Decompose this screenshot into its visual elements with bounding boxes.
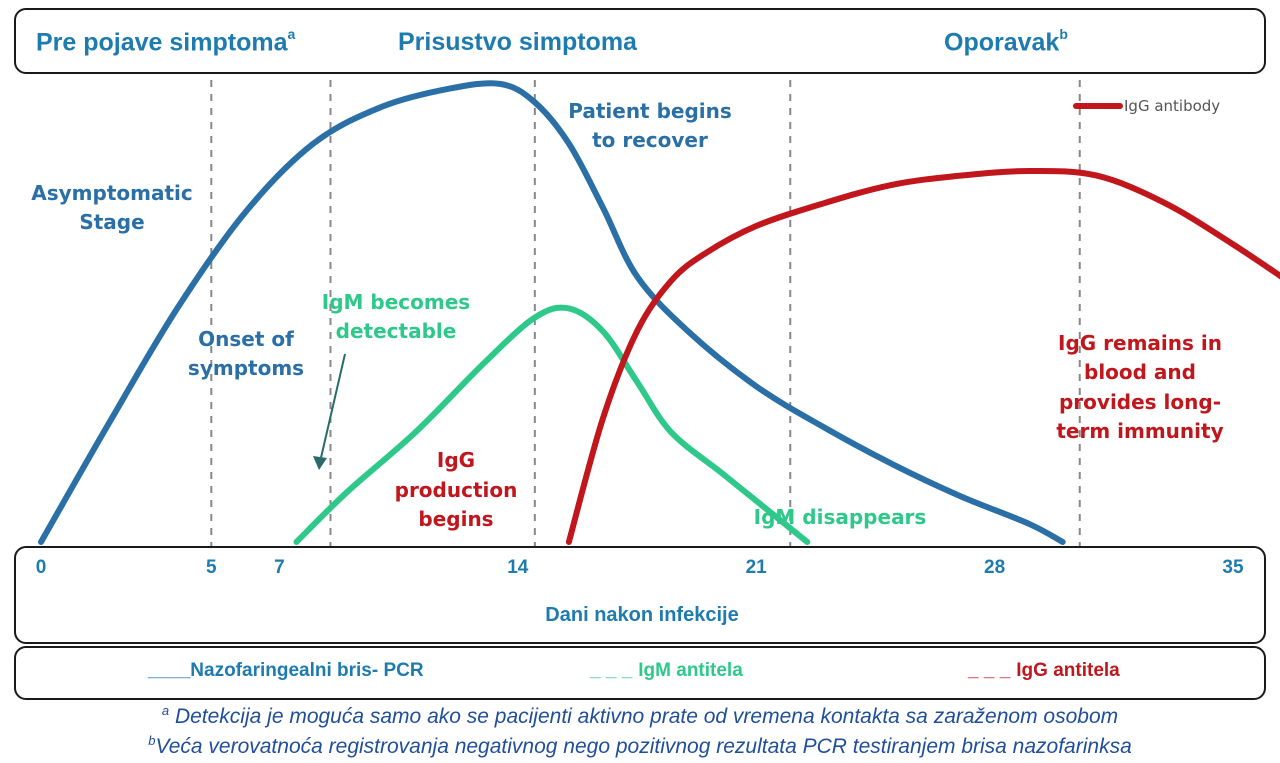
legend-item-pcr: ____Nazofaringealni bris- PCR [148,660,424,681]
x-tick-5: 5 [205,557,217,578]
phase-header [14,8,1266,74]
annotation-igm_gone: IgM disappears [754,505,927,529]
series-layer [38,80,1280,545]
x-axis-panel [14,546,1266,644]
chart-legend: IgG antibody [1073,97,1220,115]
series-line-pcr [38,80,1066,545]
annotation-igg_remains: IgG remains in blood and provides long-ter… [1056,331,1223,443]
igm-arrow [319,353,346,463]
legend-panel [14,646,1266,700]
timeline-chart: Asymptomatic Stage Onset of symptoms IgM bec… [31,80,1280,546]
x-tick-35: 35 [1222,557,1244,578]
legend-dash-pcr: ____ [148,660,191,681]
annotation-igm_detect: IgM becomes detectable [322,290,470,343]
annotation-asymptomatic: Asymptomatic Stage [31,181,192,234]
x-tick-14: 14 [507,557,529,578]
x-axis-label: Dani nakon infekcije [545,604,739,626]
annotation-igg_begins: IgG production begins [395,448,518,531]
legend-dash-igg: _ _ _ [968,660,1011,681]
chart-legend-label: IgG antibody [1124,97,1220,115]
series-line-igg [565,167,1280,545]
x-tick-0: 0 [35,557,47,578]
legend-dash-igm: _ _ _ [590,660,633,681]
annotation-onset: Onset of symptoms [188,327,304,380]
legend-item-igg: _ _ _ IgG antitela [968,660,1120,681]
series-line-igm [293,304,811,545]
phase-recovery: Oporavakb [944,26,1068,57]
x-tick-28: 28 [984,557,1006,578]
footnote-b: bVeća verovatnoća registrovanja negativn… [148,733,1132,758]
annotations: Asymptomatic Stage Onset of symptoms IgM bec… [31,99,1223,531]
phase-symptoms: Prisustvo simptoma [398,28,637,56]
phase-pre-symptoms: Pre pojave simptomaa [36,26,296,57]
igm-arrow-head [313,456,327,470]
x-tick-7: 7 [274,557,285,578]
x-tick-21: 21 [745,557,767,578]
annotation-recover: Patient begins to recover [568,99,732,152]
legend-item-igm: _ _ _ IgM antitela [590,660,743,681]
footnote-a: a Detekcija je moguća samo ako se pacije… [161,703,1119,728]
